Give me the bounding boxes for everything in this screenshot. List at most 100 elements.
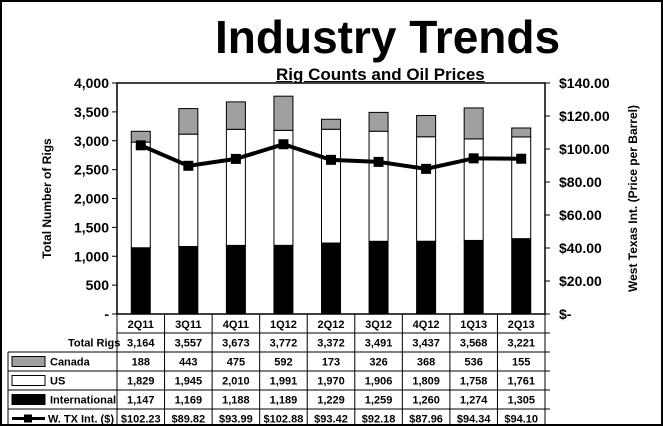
bar-canada bbox=[368, 111, 389, 132]
table-cell: 326 bbox=[369, 357, 387, 369]
y-tick-label: 3,000 bbox=[74, 133, 109, 149]
category-label: 3Q12 bbox=[365, 319, 392, 331]
y2-tick-label: $100.00 bbox=[559, 141, 610, 157]
row-label: US bbox=[50, 376, 65, 388]
table-cell: 1,758 bbox=[460, 376, 488, 388]
category-label: 2Q12 bbox=[318, 319, 345, 331]
table-cell: 1,169 bbox=[175, 395, 203, 407]
table-cell: $102.23 bbox=[121, 414, 161, 426]
y-tick-label: - bbox=[104, 306, 109, 322]
bar-international bbox=[416, 240, 437, 315]
table-cell: 3,568 bbox=[460, 338, 488, 350]
bar-international bbox=[178, 245, 199, 315]
wti-price-point bbox=[468, 153, 479, 164]
bar-international bbox=[130, 247, 151, 315]
table-cell: $94.34 bbox=[457, 414, 492, 426]
y2-tick-label: $40.00 bbox=[559, 240, 602, 256]
bar-us bbox=[130, 141, 151, 249]
y-tick-label: 2,500 bbox=[74, 162, 109, 178]
category-label: 1Q12 bbox=[270, 319, 297, 331]
legend-swatch bbox=[11, 375, 46, 386]
category-label: 2Q13 bbox=[508, 319, 535, 331]
chart-title: Industry Trends bbox=[215, 11, 561, 63]
y2-tick-label: $140.00 bbox=[559, 75, 610, 91]
table-cell: 443 bbox=[179, 357, 197, 369]
table-cell: $93.42 bbox=[314, 414, 348, 426]
table-cell: 2,010 bbox=[222, 376, 250, 388]
y-tick-label: 500 bbox=[86, 277, 110, 293]
chart-subtitle: Rig Counts and Oil Prices bbox=[276, 65, 485, 84]
bar-us bbox=[178, 133, 199, 247]
category-label: 1Q13 bbox=[460, 319, 487, 331]
table-cell: 1,189 bbox=[270, 395, 298, 407]
category-label: 3Q11 bbox=[175, 319, 201, 331]
table-cell: 1,906 bbox=[365, 376, 393, 388]
wti-price-point bbox=[278, 139, 289, 150]
category-label: 4Q12 bbox=[413, 319, 440, 331]
table-cell: 1,829 bbox=[127, 376, 155, 388]
wti-price-point bbox=[421, 163, 432, 174]
y2-tick-label: $80.00 bbox=[559, 174, 602, 190]
legend-swatch bbox=[11, 356, 46, 367]
table-cell: 1,945 bbox=[175, 376, 203, 388]
table-cell: 1,809 bbox=[412, 376, 440, 388]
table-cell: $102.88 bbox=[264, 414, 304, 426]
table-cell: 3,557 bbox=[175, 338, 203, 350]
table-cell: 1,229 bbox=[317, 395, 345, 407]
y-tick-label: 2,000 bbox=[74, 191, 109, 207]
table-cell: 1,260 bbox=[412, 395, 440, 407]
y2-tick-label: $20.00 bbox=[559, 273, 602, 289]
table-cell: $93.99 bbox=[219, 414, 253, 426]
table-cell: 188 bbox=[132, 357, 150, 369]
y-tick-label: 1,500 bbox=[74, 219, 109, 235]
bar-canada bbox=[463, 107, 484, 140]
bar-international bbox=[511, 238, 532, 315]
bar-canada bbox=[273, 95, 294, 131]
bar-international bbox=[321, 242, 341, 315]
table-cell: 173 bbox=[322, 357, 340, 369]
table-cell: 1,274 bbox=[460, 395, 488, 407]
table-cell: 1,761 bbox=[507, 376, 535, 388]
table-cell: $89.82 bbox=[172, 414, 206, 426]
bar-canada bbox=[178, 108, 199, 135]
table-cell: 475 bbox=[227, 357, 245, 369]
wti-price-point bbox=[135, 140, 146, 151]
wti-price-point bbox=[183, 160, 194, 171]
bar-international bbox=[368, 240, 389, 315]
y-tick-label: 4,000 bbox=[74, 75, 109, 91]
bar-us bbox=[511, 136, 532, 240]
bar-canada bbox=[511, 127, 532, 138]
bar-us bbox=[225, 128, 246, 246]
wti-price-point bbox=[230, 153, 241, 164]
table-cell: 536 bbox=[464, 357, 482, 369]
table-cell: 368 bbox=[417, 357, 435, 369]
y2-axis-title: West Texas Int. (Price per Barrel) bbox=[626, 105, 640, 292]
table-cell: 1,188 bbox=[222, 395, 250, 407]
y-axis-title: Total Number of Rigs bbox=[40, 138, 54, 259]
table-cell: 3,491 bbox=[365, 338, 393, 350]
table-cell: 155 bbox=[512, 357, 530, 369]
bar-international bbox=[225, 244, 246, 315]
table-cell: 1,259 bbox=[365, 395, 393, 407]
table-cell: 1,147 bbox=[127, 395, 155, 407]
legend-marker bbox=[24, 414, 32, 423]
legend-swatch bbox=[11, 394, 46, 405]
bar-us bbox=[368, 130, 389, 242]
bar-canada bbox=[321, 118, 341, 130]
category-label: 2Q11 bbox=[128, 319, 154, 331]
table-cell: 3,437 bbox=[412, 338, 440, 350]
category-label: 4Q11 bbox=[223, 319, 249, 331]
table-cell: 1,305 bbox=[507, 395, 535, 407]
bar-international bbox=[463, 239, 484, 315]
table-cell: $94.10 bbox=[504, 414, 538, 426]
y2-tick-label: $- bbox=[559, 306, 572, 322]
wti-price-point bbox=[373, 156, 384, 167]
y-tick-label: 3,500 bbox=[74, 104, 109, 120]
row-label: Canada bbox=[50, 357, 91, 369]
y-tick-label: 1,000 bbox=[74, 248, 109, 264]
bar-canada bbox=[416, 115, 437, 138]
bar-international bbox=[273, 244, 294, 315]
y2-tick-label: $60.00 bbox=[559, 207, 602, 223]
table-cell: 3,221 bbox=[507, 338, 535, 350]
